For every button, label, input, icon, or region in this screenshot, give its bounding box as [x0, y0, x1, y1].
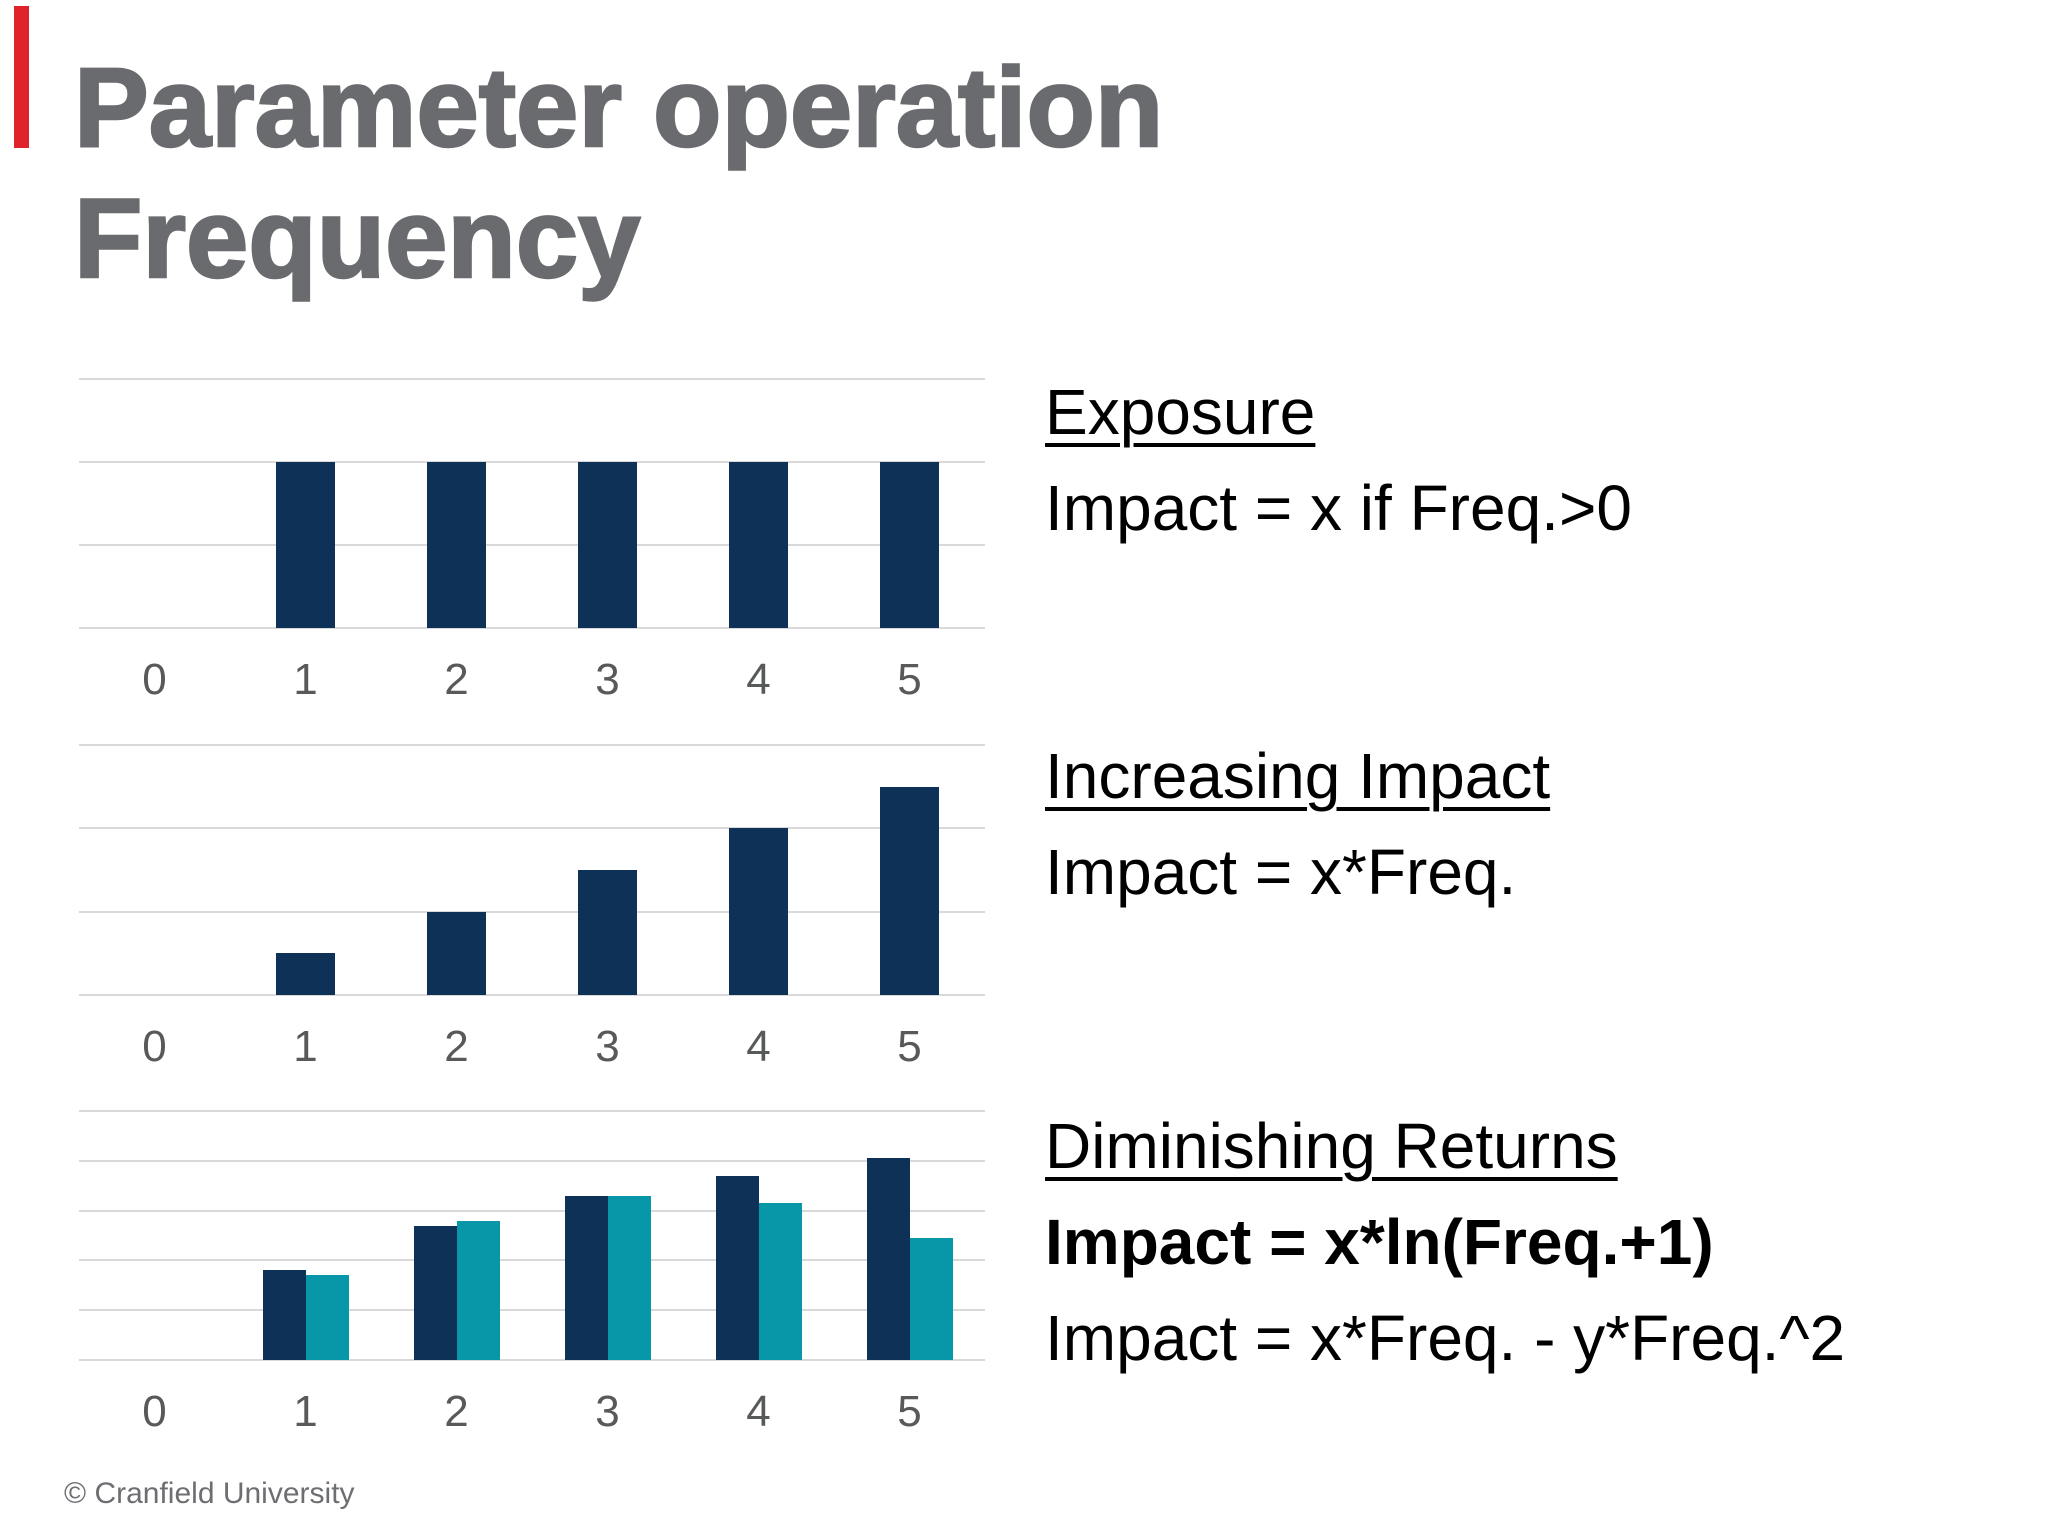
chart-increasing-impact-x-axis: 0 1 2 3 4 5 [79, 1025, 985, 1075]
gridline [79, 1259, 985, 1262]
bar-series2-x3 [607, 1195, 651, 1360]
bar-series1-x1 [276, 953, 335, 995]
annotation-formula: Impact = x if Freq.>0 [1045, 472, 1632, 544]
chart-diminishing-returns: 0 1 2 3 4 5 [79, 1110, 985, 1440]
bar-series1-x5 [880, 462, 939, 628]
x-tick-label-1: 1 [293, 1022, 318, 1071]
gridline [79, 827, 985, 830]
title-line-2: Frequency [73, 175, 642, 303]
chart-exposure: 0 1 2 3 4 5 [79, 378, 985, 708]
annotation-heading-diminishing-returns: Diminishing Returns [1045, 1110, 1618, 1182]
bar-series1-x2 [413, 1225, 457, 1360]
gridline [79, 1110, 985, 1112]
annotation-diminishing-returns: Diminishing Returns Impact = x*ln(Freq.+… [1045, 1098, 1845, 1386]
chart-exposure-plot [79, 378, 985, 629]
footer-copyright: © Cranfield University [64, 1477, 355, 1510]
x-tick-label-4: 4 [746, 1022, 771, 1071]
gridline [79, 1209, 985, 1212]
gridline [79, 1359, 985, 1361]
bar-series2-x4 [758, 1203, 802, 1360]
annotation-heading-exposure: Exposure [1045, 376, 1316, 448]
annotation-formula-quadratic: Impact = x*Freq. - y*Freq.^2 [1045, 1302, 1846, 1374]
accent-bar [14, 6, 29, 148]
gridline [79, 1309, 985, 1312]
gridline [79, 910, 985, 913]
page-title: Parameter operation Frequency [73, 42, 1165, 304]
x-tick-label-3: 3 [595, 1022, 620, 1071]
bar-series2-x1 [305, 1275, 349, 1360]
title-line-1: Parameter operation [73, 44, 1165, 172]
x-tick-label-0: 0 [142, 1387, 167, 1436]
gridline [79, 378, 985, 380]
x-tick-label-2: 2 [444, 655, 469, 704]
bar-series1-x3 [578, 870, 637, 995]
x-tick-label-0: 0 [142, 1022, 167, 1071]
x-tick-label-4: 4 [746, 1387, 771, 1436]
annotation-formula: Impact = x*Freq. [1045, 836, 1517, 908]
x-tick-label-0: 0 [142, 655, 167, 704]
bar-series1-x1 [262, 1270, 306, 1360]
bar-series2-x2 [456, 1220, 500, 1360]
chart-exposure-x-axis: 0 1 2 3 4 5 [79, 658, 985, 708]
gridline [79, 1159, 985, 1162]
bar-series1-x3 [564, 1195, 608, 1360]
annotation-increasing-impact: Increasing Impact Impact = x*Freq. [1045, 728, 1550, 920]
x-tick-label-2: 2 [444, 1022, 469, 1071]
x-tick-label-2: 2 [444, 1387, 469, 1436]
x-tick-label-4: 4 [746, 655, 771, 704]
chart-increasing-impact: 0 1 2 3 4 5 [79, 744, 985, 1075]
bar-series2-x5 [909, 1238, 953, 1360]
x-tick-label-3: 3 [595, 1387, 620, 1436]
bar-series1-x5 [880, 786, 939, 995]
gridline [79, 744, 985, 746]
bar-series1-x2 [427, 911, 486, 995]
gridline [79, 627, 985, 629]
x-tick-label-1: 1 [293, 655, 318, 704]
bar-series1-x4 [729, 462, 788, 628]
annotation-heading-increasing-impact: Increasing Impact [1045, 740, 1551, 812]
bar-series1-x1 [276, 462, 335, 628]
bar-series1-x2 [427, 462, 486, 628]
gridline [79, 461, 985, 463]
x-tick-label-5: 5 [897, 1387, 922, 1436]
chart-diminishing-returns-x-axis: 0 1 2 3 4 5 [79, 1390, 985, 1440]
chart-increasing-impact-plot [79, 744, 985, 996]
x-tick-label-5: 5 [897, 1022, 922, 1071]
gridline [79, 544, 985, 546]
x-tick-label-1: 1 [293, 1387, 318, 1436]
bar-series1-x4 [729, 828, 788, 995]
chart-diminishing-returns-plot [79, 1110, 985, 1361]
x-tick-label-5: 5 [897, 655, 922, 704]
bar-series1-x3 [578, 462, 637, 628]
bar-series1-x4 [715, 1175, 759, 1360]
annotation-formula-ln: Impact = x*ln(Freq.+1) [1045, 1206, 1714, 1278]
bar-series1-x5 [866, 1158, 910, 1360]
x-tick-label-3: 3 [595, 655, 620, 704]
gridline [79, 994, 985, 996]
annotation-exposure: Exposure Impact = x if Freq.>0 [1045, 364, 1632, 556]
